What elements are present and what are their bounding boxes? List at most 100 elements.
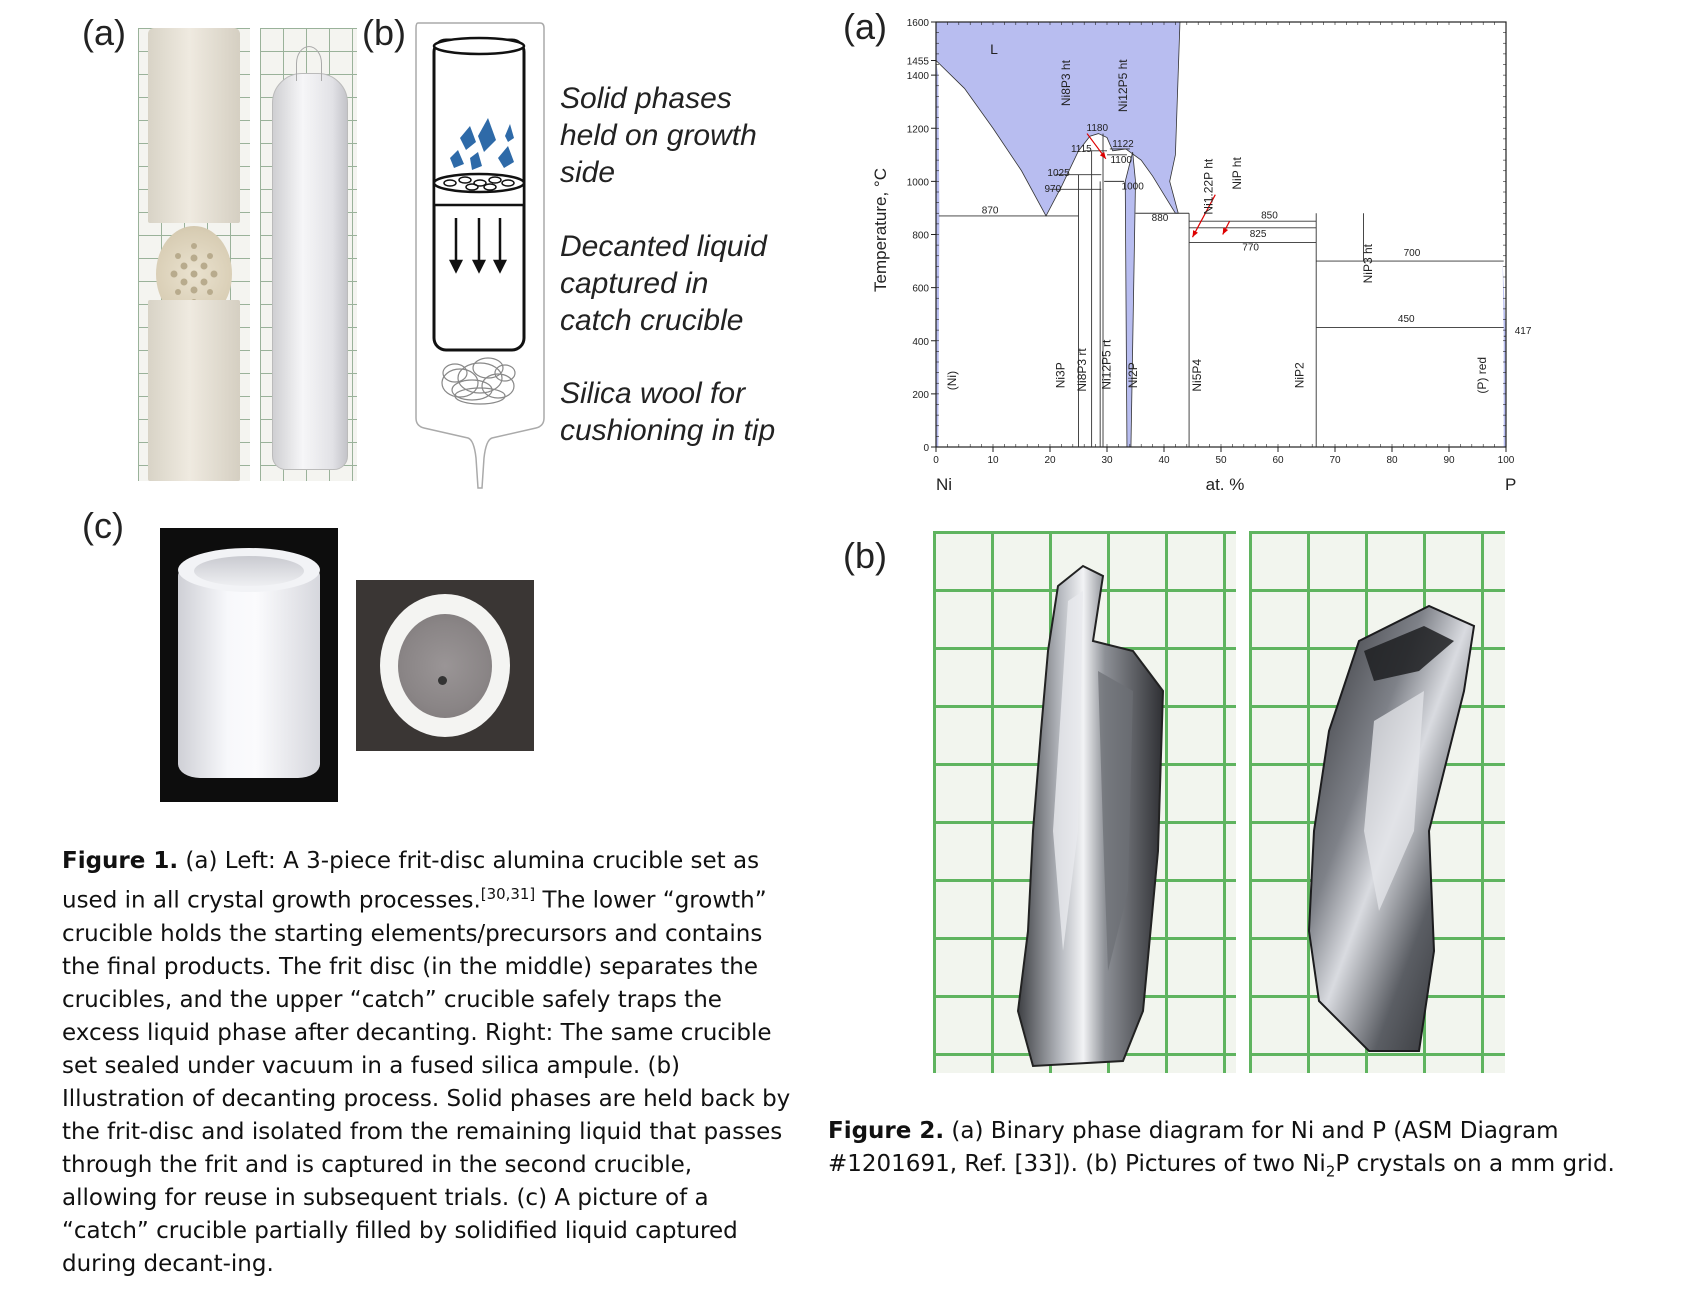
figure1-caption-text1: (a) Left: A 3-piece frit-disc alumina cr…	[62, 848, 760, 914]
x-axis-label: at. %	[1206, 475, 1245, 494]
solid-phases-line1: Solid phases	[560, 82, 732, 115]
silica-wool-label: Silica wool for cushioning in tip	[560, 375, 775, 449]
temperature-label: 1122	[1112, 139, 1134, 150]
x-tick-label: 70	[1329, 455, 1341, 466]
temperature-label: 1115	[1071, 144, 1092, 155]
y-axis-label: Temperature, °C	[871, 168, 890, 292]
temperature-label: 880	[1152, 213, 1169, 224]
ni2p-crystal-photo-2	[1249, 531, 1505, 1073]
fig1-panel-b-label: (b)	[362, 12, 406, 53]
ampule-seal-tip	[296, 46, 322, 81]
sealed-ampule-photo	[260, 28, 357, 481]
solid-phases-line2: held on growth	[560, 119, 757, 152]
temperature-label: 850	[1261, 211, 1278, 222]
ni122p-arrow-head	[1192, 230, 1198, 238]
crucible-opening	[194, 556, 304, 586]
y-tick-label: 1400	[907, 71, 930, 82]
ni8p3-ht-arrow-head	[1099, 151, 1106, 159]
x-tick-label: 40	[1158, 455, 1170, 466]
figure2-caption-text1: (a) Binary phase diagram for Ni and P (A…	[828, 1118, 1559, 1177]
x-tick-label: 20	[1044, 455, 1056, 466]
phase-label: NiP2	[1293, 362, 1307, 388]
ni2p-region	[1124, 152, 1136, 448]
y-tick-label: 1600	[907, 18, 930, 29]
fig2-panel-a-label: (a)	[843, 6, 887, 47]
y-extra-tick-label: 1455	[907, 57, 930, 68]
wool-line2: cushioning in tip	[560, 414, 776, 447]
ni-solid-solution-region	[936, 60, 940, 447]
ni122p-arrow	[1191, 194, 1216, 238]
temperature-label: 417	[1515, 326, 1532, 337]
y-tick-label: 1000	[907, 177, 930, 188]
fig1-panel-c-label: (c)	[82, 505, 124, 546]
fig1-panel-a-label: (a)	[82, 12, 126, 53]
fig2-panel-b-label: (b)	[843, 535, 887, 576]
liquid-region	[935, 21, 1181, 217]
figure2-caption-title: Figure 2.	[828, 1118, 945, 1144]
decanted-line1: Decanted liquid	[560, 230, 767, 263]
phase-label: Ni2P	[1126, 362, 1140, 388]
wool-line1: Silica wool for	[560, 377, 746, 410]
dark-spot	[438, 676, 447, 685]
x-tick-label: 50	[1215, 455, 1227, 466]
decanted-line2: captured in	[560, 267, 709, 300]
phase-label: Ni12P5 ht	[1116, 59, 1130, 112]
liquid-label: L	[990, 41, 998, 57]
figure1-caption: Figure 1. (a) Left: A 3-piece frit-disc …	[62, 845, 792, 1281]
temperature-label: 450	[1398, 314, 1415, 325]
y-tick-label: 1200	[907, 124, 930, 135]
figure1-caption-title: Figure 1.	[62, 848, 179, 874]
decanted-liquid-label: Decanted liquid captured in catch crucib…	[560, 228, 767, 339]
figure1-caption-ref: [30,31]	[480, 885, 536, 903]
phase-label: Ni3P	[1053, 362, 1067, 388]
catch-crucible-top-photo	[356, 580, 534, 751]
temperature-label: 870	[982, 205, 999, 216]
lower-growth-crucible	[148, 300, 240, 481]
x-tick-label: 90	[1443, 455, 1455, 466]
flow-arrows-icon	[448, 218, 508, 274]
x-axis-left-element: Ni	[936, 475, 952, 494]
phase-diagram-axes: 0 200 400 600 800 1000 1200 1400 1600 1455 0 10 20 30…	[907, 18, 1515, 466]
phase-boundary-lines	[938, 133, 1506, 447]
ni-p-phase-diagram: 0 200 400 600 800 1000 1200 1400 1600 1455 0 10 20 30…	[871, 18, 1532, 494]
solid-crystals-icon	[450, 118, 514, 170]
solidified-liquid	[398, 614, 492, 718]
phase-label: (P) red	[1475, 357, 1489, 394]
figure2-caption-text2: P crystals on a mm grid.	[1335, 1151, 1615, 1177]
temperature-label: 1025	[1047, 168, 1070, 179]
tube-top-ellipse	[432, 36, 526, 56]
temperature-label: 1100	[1110, 155, 1132, 166]
x-tick-label: 100	[1498, 455, 1515, 466]
catch-crucible-side-photo	[160, 528, 338, 802]
silica-wool-icon	[441, 357, 516, 405]
decanting-illustration	[415, 22, 545, 489]
figure2-caption-subscript: 2	[1325, 1162, 1336, 1181]
temperature-label: 700	[1404, 248, 1421, 259]
upper-catch-crucible	[148, 28, 240, 223]
silica-ampule	[272, 73, 348, 470]
x-tick-label: 60	[1272, 455, 1284, 466]
x-tick-label: 80	[1386, 455, 1398, 466]
figure2-caption: Figure 2. (a) Binary phase diagram for N…	[828, 1115, 1688, 1189]
crucible-set-photo	[138, 28, 250, 481]
nip-ht-arrow-head	[1222, 227, 1229, 235]
phase-label: Ni8P3 ht	[1059, 59, 1073, 106]
crystal-1-shape	[1016, 564, 1165, 1068]
x-tick-label: 10	[987, 455, 999, 466]
phase-label: Ni8P3 rt	[1075, 348, 1089, 392]
x-tick-label: 30	[1101, 455, 1113, 466]
crystal-2-shape	[1307, 604, 1476, 1052]
phase-label: (Ni)	[945, 371, 959, 390]
x-tick-label: 0	[933, 455, 939, 466]
temperature-label: 1180	[1087, 123, 1109, 134]
decanted-line3: catch crucible	[560, 304, 744, 337]
solid-phases-line3: side	[560, 156, 616, 189]
figure1-caption-text2: The lower “growth” crucible holds the st…	[62, 887, 791, 1277]
temperature-label: 770	[1242, 242, 1259, 253]
phase-label: Ni5P4	[1190, 359, 1204, 392]
solid-phases-label: Solid phases held on growth side	[560, 80, 757, 191]
liquid-region-shading	[935, 21, 1506, 448]
temperature-label: 825	[1250, 229, 1267, 240]
y-tick-label: 600	[912, 284, 929, 295]
phase-label: Ni1.22P ht	[1201, 158, 1215, 214]
